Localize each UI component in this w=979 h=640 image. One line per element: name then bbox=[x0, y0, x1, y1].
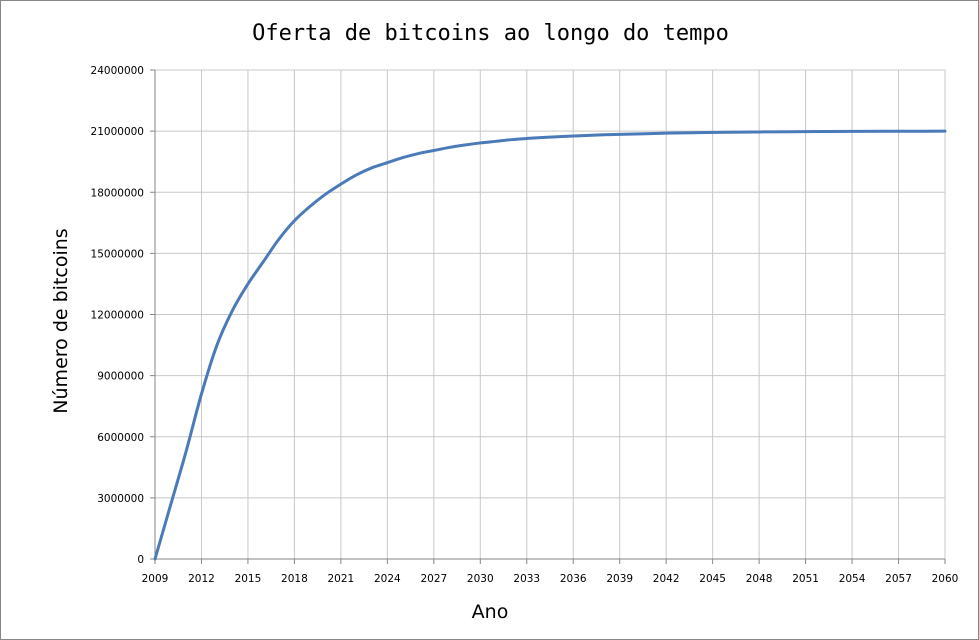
x-tick-label: 2027 bbox=[420, 573, 447, 585]
x-tick-label: 2048 bbox=[746, 573, 773, 585]
x-tick-label: 2015 bbox=[235, 573, 262, 585]
x-tick-label: 2057 bbox=[885, 573, 912, 585]
y-tick-label: 12000000 bbox=[91, 310, 144, 322]
x-tick-label: 2042 bbox=[653, 573, 680, 585]
x-tick-label: 2060 bbox=[932, 573, 959, 585]
y-tick-label: 24000000 bbox=[91, 65, 144, 77]
x-axis-label: Ano bbox=[471, 601, 509, 623]
y-tick-label: 9000000 bbox=[97, 371, 144, 383]
y-tick-label: 6000000 bbox=[97, 432, 144, 444]
x-tick-label: 2012 bbox=[188, 573, 215, 585]
y-tick-label: 3000000 bbox=[97, 493, 144, 505]
y-tick-label: 0 bbox=[137, 554, 144, 566]
y-tick-label: 15000000 bbox=[91, 248, 144, 260]
x-tick-label: 2024 bbox=[374, 573, 401, 585]
x-tick-label: 2045 bbox=[699, 573, 726, 585]
x-tick-label: 2018 bbox=[281, 573, 308, 585]
x-tick-label: 2039 bbox=[606, 573, 633, 585]
x-tick-label: 2054 bbox=[839, 573, 866, 585]
x-tick-label: 2030 bbox=[467, 573, 494, 585]
y-tick-label: 21000000 bbox=[91, 126, 144, 138]
x-tick-label: 2036 bbox=[560, 573, 587, 585]
x-tick-label: 2021 bbox=[328, 573, 355, 585]
y-tick-label: 18000000 bbox=[91, 187, 144, 199]
x-tick-label: 2051 bbox=[792, 573, 819, 585]
x-tick-label: 2033 bbox=[513, 573, 540, 585]
chart-title: Oferta de bitcoins ao longo do tempo bbox=[252, 21, 729, 46]
x-tick-label: 2009 bbox=[142, 573, 169, 585]
series-line bbox=[153, 129, 947, 561]
